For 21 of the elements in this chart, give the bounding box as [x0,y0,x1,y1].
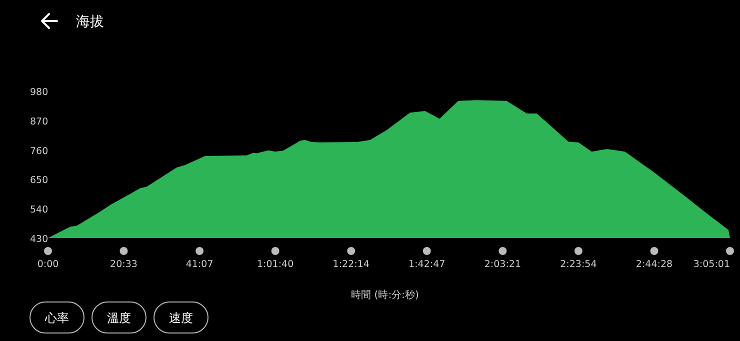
x-tick-label: 1:22:14 [332,259,370,270]
y-tick-label: 540 [30,204,48,216]
x-tick-label: 20:33 [110,259,138,270]
text: 速度 [169,311,193,325]
y-tick-label: 650 [30,175,48,186]
x-axis-title: 時間 (時:分:秒) [351,289,419,301]
text: 心率 [44,311,69,325]
x-tick-label: 1:01:40 [257,259,294,270]
y-tick-label: 980 [30,87,48,98]
x-tick-label: 0:00 [37,259,59,270]
y-tick-label: 870 [30,116,48,128]
x-tick-label: 41:07 [186,259,214,270]
x-tick-label: 1:42:47 [408,259,446,270]
y-tick-label: 760 [30,146,48,157]
x-tick-label: 2:03:21 [484,259,521,270]
x-tick-label: 2:23:54 [560,259,597,270]
y-tick-label: 430 [30,234,48,245]
x-tick-label: 2:44:28 [636,259,673,270]
x-tick-label: 3:05:01 [693,259,730,270]
chart-title: 海拔 [76,14,104,30]
text: 溫度 [107,311,131,325]
